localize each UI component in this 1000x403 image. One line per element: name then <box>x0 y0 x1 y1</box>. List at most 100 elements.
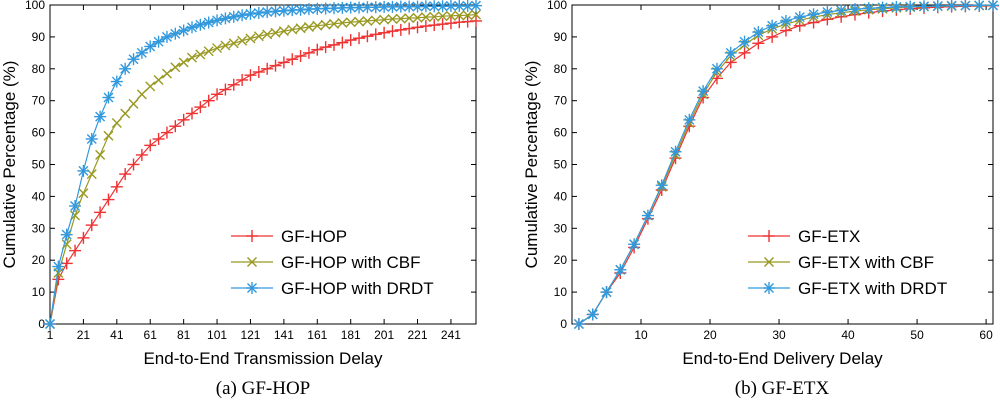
data-point <box>202 16 215 29</box>
data-point <box>454 10 465 21</box>
y-tick-label: 20 <box>32 253 46 267</box>
data-point <box>319 2 332 15</box>
data-point <box>195 49 206 60</box>
data-point <box>394 0 407 13</box>
x-axis-label: End-to-End Transmission Delay <box>143 349 383 368</box>
data-point <box>186 21 198 34</box>
y-tick-label: 40 <box>554 189 568 203</box>
y-tick-label: 90 <box>554 30 568 44</box>
data-point <box>683 113 696 126</box>
data-point <box>379 14 390 25</box>
series-line <box>578 4 994 325</box>
data-point <box>821 6 834 19</box>
data-point <box>102 91 115 104</box>
y-tick-label: 10 <box>32 285 46 299</box>
data-point <box>145 81 156 92</box>
data-point <box>94 110 107 123</box>
data-point <box>876 1 889 14</box>
y-tick-label: 10 <box>554 285 568 299</box>
data-point <box>766 30 779 43</box>
series-gf-hop-with-cbf <box>45 9 481 329</box>
data-point <box>419 20 432 33</box>
y-tick-label: 60 <box>32 126 46 140</box>
data-point <box>738 46 751 59</box>
data-point <box>337 17 348 28</box>
data-point <box>807 8 820 21</box>
data-point <box>220 40 231 51</box>
x-tick-label: 30 <box>772 328 786 342</box>
data-point <box>320 19 331 30</box>
x-tick-label: 161 <box>307 328 327 342</box>
data-point <box>219 83 232 96</box>
data-point <box>219 12 232 25</box>
y-axis-label: Cumulative Percentage (%) <box>522 61 541 269</box>
data-point <box>186 107 198 120</box>
data-point <box>135 148 148 161</box>
data-point <box>135 46 148 59</box>
data-point <box>85 132 98 145</box>
data-point <box>227 78 240 91</box>
y-tick-label: 30 <box>554 221 568 235</box>
data-point <box>614 263 627 276</box>
x-tick-label: 60 <box>979 328 993 342</box>
series-gf-hop-with-drdt <box>44 0 482 330</box>
x-tick-label: 201 <box>374 328 394 342</box>
data-point <box>110 75 123 88</box>
data-point <box>697 85 710 98</box>
series-gf-etx-with-drdt <box>572 0 999 330</box>
series-line <box>49 14 477 325</box>
data-point <box>295 23 306 34</box>
data-point <box>286 53 299 66</box>
data-point <box>752 26 765 39</box>
y-tick-label: 80 <box>554 62 568 76</box>
data-point <box>890 0 903 13</box>
data-point <box>411 0 424 13</box>
x-tick-label: 81 <box>177 328 191 342</box>
data-point <box>973 0 986 12</box>
data-point <box>160 126 173 139</box>
data-point <box>437 11 448 22</box>
data-point <box>153 74 164 85</box>
data-point <box>170 62 181 73</box>
data-point <box>738 35 751 48</box>
data-point <box>752 37 765 50</box>
y-tick-label: 30 <box>32 221 46 235</box>
data-point <box>228 38 239 49</box>
x-tick-label: 101 <box>207 328 227 342</box>
x-tick-label: 181 <box>341 328 361 342</box>
data-point <box>394 23 407 36</box>
data-point <box>848 3 861 16</box>
legend-marker <box>247 257 257 267</box>
data-point <box>253 31 264 42</box>
x-tick-label: 221 <box>408 328 428 342</box>
y-tick-label: 60 <box>554 126 568 140</box>
data-point <box>419 0 432 13</box>
y-tick-label: 70 <box>32 94 46 108</box>
x-tick-label: 121 <box>240 328 260 342</box>
data-point <box>110 180 123 193</box>
data-point <box>161 68 172 79</box>
x-tick-label: 241 <box>441 328 461 342</box>
data-point <box>319 41 332 54</box>
y-tick-label: 100 <box>25 0 45 12</box>
data-point <box>202 94 215 107</box>
legend-item: GF-HOP <box>231 227 347 246</box>
data-point <box>628 238 641 251</box>
data-point <box>261 62 274 75</box>
figure-caption: (a) GF-HOP <box>216 378 310 399</box>
data-point <box>436 18 449 31</box>
data-point <box>262 29 273 40</box>
y-tick-label: 50 <box>32 158 46 172</box>
x-tick-label: 40 <box>841 328 855 342</box>
legend: GF-ETX GF-ETX with CBF GF-ETX with DRDT <box>748 227 947 298</box>
data-point <box>102 193 115 206</box>
data-point <box>411 21 424 34</box>
data-point <box>95 149 106 160</box>
legend-marker <box>763 282 775 294</box>
x-tick-label: 1 <box>47 328 54 342</box>
x-tick-label: 20 <box>703 328 717 342</box>
data-point <box>194 18 207 31</box>
data-point <box>111 118 122 129</box>
data-point <box>127 53 140 66</box>
